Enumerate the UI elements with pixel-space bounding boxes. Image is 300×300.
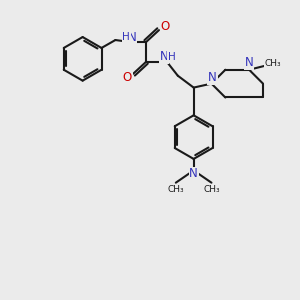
Text: CH₃: CH₃	[203, 185, 220, 194]
Text: N: N	[245, 56, 254, 69]
Text: N: N	[189, 167, 198, 180]
Text: O: O	[160, 20, 170, 33]
Text: N: N	[208, 71, 217, 84]
Text: O: O	[123, 71, 132, 84]
Text: N: N	[160, 50, 168, 63]
Text: CH₃: CH₃	[167, 185, 184, 194]
Text: H: H	[122, 32, 130, 42]
Text: N: N	[128, 31, 136, 44]
Text: CH₃: CH₃	[265, 59, 281, 68]
Text: H: H	[168, 52, 176, 62]
